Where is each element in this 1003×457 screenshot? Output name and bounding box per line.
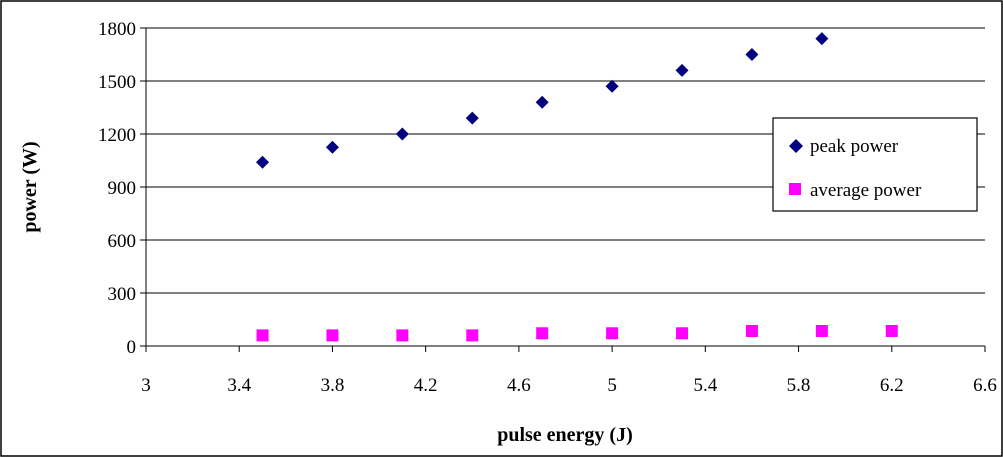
average-power-point: [326, 329, 339, 342]
x-tick-label: 5: [607, 375, 617, 396]
peak-power-point: [395, 127, 409, 141]
legend-label-average-power: average power: [810, 180, 922, 201]
x-tick-label: 3: [141, 375, 151, 396]
peak-power-point: [605, 79, 619, 93]
average-power-point: [745, 324, 758, 337]
x-tick-label: 6.2: [880, 375, 904, 396]
average-power-point: [676, 327, 689, 340]
legend-box: [772, 117, 978, 212]
average-power-point: [815, 324, 828, 337]
x-tick-label: 6.6: [973, 375, 997, 396]
x-axis-title: pulse energy (J): [497, 424, 633, 446]
peak-power-point: [675, 63, 689, 77]
data-points: [256, 32, 898, 342]
y-tick-label: 1800: [98, 19, 136, 40]
x-tick-label: 3.4: [227, 375, 251, 396]
gridlines: [146, 27, 985, 294]
peak-power-point: [535, 95, 549, 109]
peak-power-point: [815, 32, 829, 46]
peak-power-point: [745, 48, 759, 61]
x-tick-label: 4.2: [414, 375, 438, 396]
y-tick-label: 1500: [98, 72, 136, 93]
y-tick-label: 300: [108, 284, 137, 305]
y-tick-label: 0: [127, 337, 137, 358]
y-axis-title: power (W): [19, 141, 41, 232]
average-power-point: [885, 324, 898, 337]
average-power-point: [606, 327, 619, 340]
x-axis-ticks: 3 3.4 3.8 4.2 4.6 5 5.4 5.8 6.2 6.6: [141, 346, 997, 396]
peak-power-point: [465, 111, 479, 125]
x-tick-label: 4.6: [507, 375, 531, 396]
legend-diamond-marker: [789, 139, 803, 153]
average-power-point: [256, 329, 269, 342]
average-power-point: [536, 327, 549, 340]
peak-power-point: [325, 140, 339, 154]
x-tick-label: 3.8: [321, 375, 345, 396]
x-tick-label: 5.8: [787, 375, 811, 396]
y-tick-label: 600: [108, 231, 137, 252]
legend-square-marker: [789, 183, 801, 195]
average-power-point: [396, 329, 409, 342]
x-tick-label: 5.4: [693, 375, 717, 396]
peak-power-point: [256, 155, 270, 169]
average-power-point: [466, 329, 479, 342]
legend: peak power average power: [772, 117, 978, 212]
y-axis-ticks: 0 300 600 900 1200 1500 1800: [98, 19, 146, 358]
y-tick-label: 900: [108, 178, 137, 199]
y-tick-label: 1200: [98, 125, 136, 146]
legend-label-peak-power: peak power: [810, 136, 899, 157]
